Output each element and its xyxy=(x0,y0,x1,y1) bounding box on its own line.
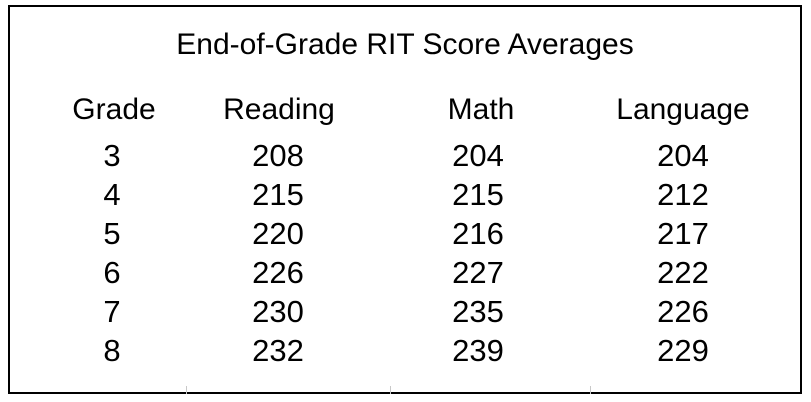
cell-grade: 8 xyxy=(103,333,121,368)
header-language: Language xyxy=(616,93,750,126)
cell-reading: 232 xyxy=(252,333,304,368)
cell-reading: 230 xyxy=(252,294,304,329)
cell-language: 204 xyxy=(657,138,709,173)
column-divider-tick xyxy=(390,386,391,394)
table-title: End-of-Grade RIT Score Averages xyxy=(176,28,634,61)
cell-reading: 220 xyxy=(252,216,304,251)
cell-math: 227 xyxy=(452,255,504,290)
cell-math: 204 xyxy=(452,138,504,173)
column-divider-tick xyxy=(590,386,591,394)
cell-language: 217 xyxy=(657,216,709,251)
cell-reading: 215 xyxy=(252,177,304,212)
cell-language: 229 xyxy=(657,333,709,368)
cell-math: 239 xyxy=(452,333,504,368)
cell-grade: 5 xyxy=(103,216,121,251)
cell-language: 212 xyxy=(657,177,709,212)
cell-math: 215 xyxy=(452,177,504,212)
cell-grade: 4 xyxy=(103,177,121,212)
cell-math: 216 xyxy=(452,216,504,251)
cell-language: 222 xyxy=(657,255,709,290)
cell-grade: 7 xyxy=(103,294,121,329)
cell-language: 226 xyxy=(657,294,709,329)
cell-grade: 3 xyxy=(103,138,121,173)
header-math: Math xyxy=(447,93,515,126)
column-divider-tick xyxy=(186,386,187,394)
table-frame: End-of-Grade RIT Score Averages Grade Re… xyxy=(8,5,802,394)
cell-math: 235 xyxy=(452,294,504,329)
cell-grade: 6 xyxy=(103,255,121,290)
header-grade: Grade xyxy=(72,93,156,126)
header-reading: Reading xyxy=(223,93,335,126)
cell-reading: 226 xyxy=(252,255,304,290)
cell-reading: 208 xyxy=(252,138,304,173)
